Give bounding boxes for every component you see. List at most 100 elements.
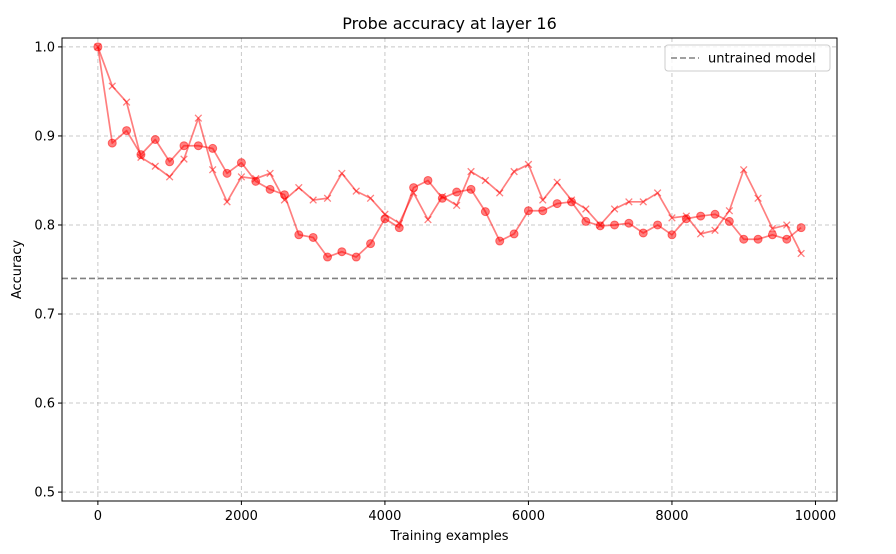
series-2-point — [137, 153, 145, 162]
series-1-point — [480, 207, 490, 217]
ticks: 0 2000 4000 6000 8000 10000 0.5 0.6 0.7 0.8 0.9 1.0 — [34, 40, 836, 524]
legend: untrained model — [664, 44, 831, 72]
series-2-point — [108, 82, 116, 90]
series-2-point — [625, 198, 633, 206]
series-2-point — [280, 196, 289, 204]
series-2-point — [165, 173, 174, 181]
series-1-point — [710, 209, 720, 219]
series-2-point — [452, 201, 461, 210]
series-2-point — [510, 167, 518, 176]
series-1-point — [193, 141, 203, 151]
series-2-point — [309, 196, 317, 204]
y-tick-label: 1.0 — [34, 40, 55, 55]
series-2-point — [668, 214, 676, 222]
series-1-point — [653, 220, 663, 230]
series-1-point — [351, 252, 361, 262]
series-1-point — [523, 206, 533, 216]
y-axis-label: Accuracy — [10, 240, 25, 300]
series-2-point — [438, 192, 447, 201]
series-2-point — [94, 43, 102, 51]
x-tick-label: 0 — [94, 509, 102, 524]
series-2-point — [524, 160, 533, 169]
series-1-point — [308, 232, 318, 242]
y-tick-label: 0.7 — [34, 308, 55, 323]
series-2-point — [122, 98, 131, 106]
series-2-point — [596, 221, 604, 229]
series-2-point — [366, 194, 375, 203]
series-1-point — [452, 187, 462, 197]
series-1-point — [638, 228, 648, 238]
series-1-point — [323, 252, 333, 262]
series-2-point — [567, 196, 576, 204]
series-1-point — [667, 230, 677, 240]
grid — [62, 38, 837, 501]
series-2-point — [352, 187, 360, 195]
y-tick-label: 0.5 — [34, 486, 55, 501]
y-tick-label: 0.9 — [34, 129, 55, 144]
series-2-point — [237, 173, 246, 181]
series-1-point — [624, 218, 634, 228]
series-2-point — [481, 176, 490, 185]
series-2-point — [395, 219, 404, 227]
series-2-point — [180, 155, 188, 163]
series-2-point — [682, 212, 691, 220]
x-tick-label: 8000 — [655, 509, 688, 524]
series-2-point — [381, 210, 389, 219]
series-2-point — [797, 249, 805, 258]
series-1-point — [394, 223, 404, 233]
series-1-point — [366, 239, 376, 249]
series-2-point — [467, 167, 475, 176]
series-2-point — [409, 189, 418, 197]
x-axis-label: Training examples — [389, 529, 508, 544]
series-1-point — [782, 234, 792, 244]
series-1-point — [265, 184, 275, 194]
series-1-point — [552, 199, 562, 209]
y-tick-label: 0.8 — [34, 218, 55, 233]
series-1-point — [610, 220, 620, 230]
series-layer — [93, 42, 806, 262]
series-1-point — [294, 230, 304, 240]
series-1-point — [122, 126, 132, 136]
series-2-point — [495, 189, 504, 197]
series-2-point — [323, 194, 332, 203]
chart-title: Probe accuracy at layer 16 — [342, 14, 557, 33]
series-2-point — [783, 221, 791, 229]
series-2-point — [539, 196, 547, 204]
series-2-point — [582, 205, 590, 213]
series-1-point — [739, 234, 749, 244]
series-2-point — [338, 169, 346, 178]
series-2-point — [711, 226, 719, 235]
series-2-point — [223, 198, 231, 206]
series-1-point — [107, 138, 117, 148]
legend-box — [664, 44, 831, 72]
series-1-point — [796, 223, 806, 233]
series-2-line — [97, 46, 802, 254]
legend-label-untrained-model: untrained model — [708, 52, 816, 67]
series-1-point — [753, 234, 763, 244]
x-tick-label: 6000 — [512, 509, 545, 524]
series-2-point — [610, 205, 619, 213]
series-2-point — [639, 198, 648, 206]
x-tick-label: 10000 — [795, 509, 836, 524]
series-2-point — [151, 162, 160, 170]
series-1-point — [495, 236, 505, 246]
series-2-point — [295, 183, 303, 192]
series-1-point — [538, 206, 548, 216]
series-2-point — [696, 230, 705, 238]
series-2-point — [553, 178, 561, 187]
series-1-point — [581, 216, 591, 226]
series-2-point — [768, 224, 777, 233]
x-tick-label: 2000 — [225, 509, 258, 524]
x-tick-label: 4000 — [368, 509, 401, 524]
series-1-point — [409, 183, 419, 193]
series-2-point — [266, 169, 274, 178]
series-1-point — [251, 176, 261, 186]
plot-frame — [61, 37, 838, 502]
series-1-point — [767, 230, 777, 240]
series-1-point — [222, 168, 232, 178]
series-1-point — [696, 211, 706, 221]
series-1-point — [423, 175, 433, 185]
series-1-point — [208, 143, 218, 153]
